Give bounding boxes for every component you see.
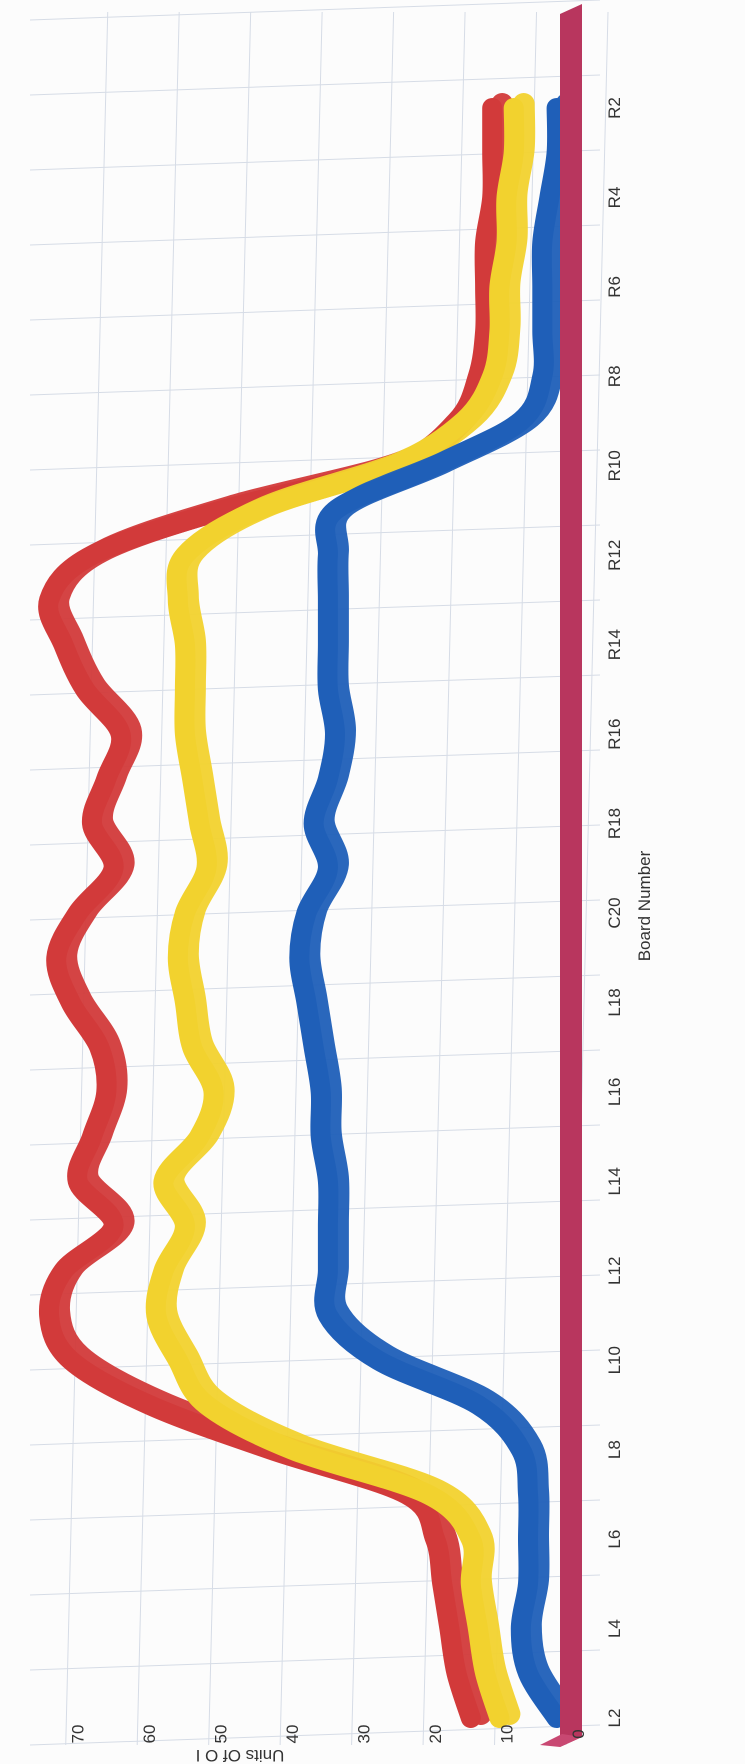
series-ribbon bbox=[145, 93, 536, 1728]
x-tick-label: L16 bbox=[605, 1078, 624, 1106]
x-tick-label: L10 bbox=[605, 1346, 624, 1374]
grid-line-value bbox=[422, 11, 466, 1746]
x-tick-label: L4 bbox=[605, 1619, 624, 1638]
y-tick-labels: 0 10 20 30 40 50 60 70 bbox=[69, 1725, 588, 1744]
grid-line-value bbox=[136, 11, 180, 1746]
x-tick-label: R12 bbox=[605, 540, 624, 571]
x-tick-label: L18 bbox=[605, 988, 624, 1016]
x-tick-label: R16 bbox=[605, 719, 624, 750]
grid-line-category bbox=[29, 1574, 601, 1596]
y-tick-label: 50 bbox=[212, 1725, 231, 1744]
grid-line-category bbox=[29, 374, 601, 396]
grid-line-category bbox=[29, 674, 601, 696]
grid-line-value bbox=[65, 11, 109, 1746]
x-tick-label: L6 bbox=[605, 1530, 624, 1549]
x-tick-label: L2 bbox=[605, 1709, 624, 1728]
floor-group bbox=[540, 4, 582, 1747]
series-group bbox=[38, 93, 579, 1728]
grid-line-category bbox=[29, 1349, 601, 1371]
x-axis-title: Board Number bbox=[635, 850, 654, 961]
y-tick-label: 30 bbox=[355, 1725, 374, 1744]
y-tick-label: 60 bbox=[140, 1725, 159, 1744]
grid-line-category bbox=[29, 74, 601, 96]
grid-line-category bbox=[29, 599, 601, 621]
y-axis-title: Units Of O I bbox=[196, 1746, 285, 1764]
grid-line-category bbox=[29, 1649, 601, 1671]
grid-line-category bbox=[29, 449, 601, 471]
x-tick-label: R14 bbox=[605, 629, 624, 660]
y-tick-label: 40 bbox=[283, 1725, 302, 1744]
x-tick-label: R4 bbox=[605, 187, 624, 209]
y-tick-label: 10 bbox=[498, 1725, 517, 1744]
x-tick-label: L8 bbox=[605, 1440, 624, 1459]
series-line bbox=[289, 98, 568, 1728]
y-tick-label: 0 bbox=[569, 1729, 588, 1738]
y-tick-label: 70 bbox=[69, 1725, 88, 1744]
x-tick-label: R2 bbox=[605, 97, 624, 119]
x-tick-label: C20 bbox=[605, 897, 624, 928]
grid-line-value bbox=[494, 11, 538, 1746]
x-tick-labels: L2 L4 L6 L8 L10 L12 L14 L16 L18 C20 R18 R16 R14 R12 R1… bbox=[605, 97, 624, 1727]
series-ribbon bbox=[289, 93, 579, 1728]
x-tick-label: R10 bbox=[605, 450, 624, 481]
chart-floor bbox=[560, 4, 582, 1747]
y-tick-label: 20 bbox=[426, 1725, 445, 1744]
x-tick-label: R18 bbox=[605, 808, 624, 839]
grid-line-category bbox=[29, 1724, 601, 1746]
series-ribbon-side bbox=[47, 93, 514, 1725]
chart-floor-edge bbox=[540, 1734, 582, 1747]
x-tick-label: L12 bbox=[605, 1257, 624, 1285]
x-tick-label: R6 bbox=[605, 276, 624, 298]
x-tick-label: L14 bbox=[605, 1167, 624, 1195]
grid-line-category bbox=[29, 1499, 601, 1521]
series-line bbox=[145, 98, 525, 1728]
grid-line-category bbox=[29, 0, 601, 21]
x-tick-label: R8 bbox=[605, 365, 624, 387]
grid-line-value bbox=[208, 11, 252, 1746]
grid-line-category bbox=[29, 1274, 601, 1296]
